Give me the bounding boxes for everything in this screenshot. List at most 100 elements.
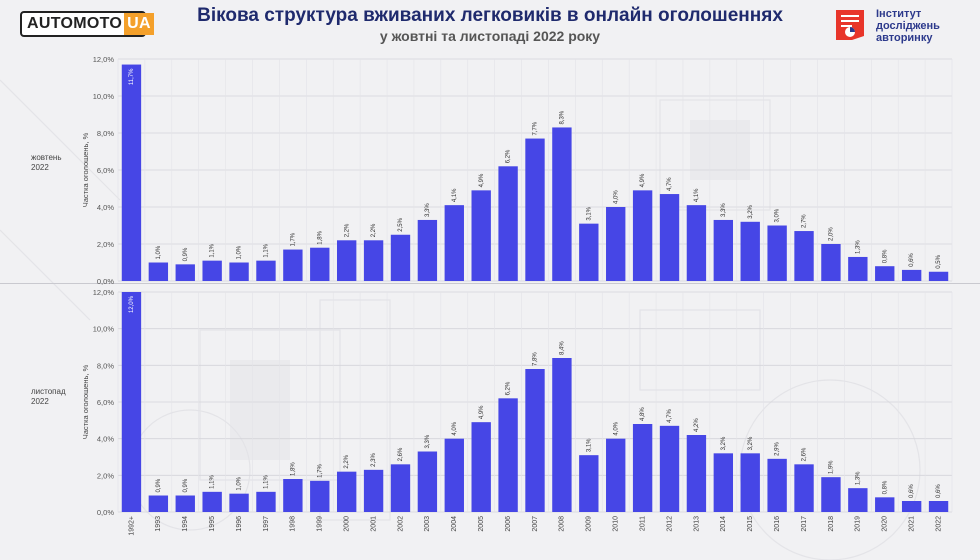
bar-value-label: 3,2% [721,436,727,450]
bar-value-label: 1,0% [237,245,243,259]
automoto-logo: AUTOMOTO UA [20,11,154,37]
x-tick-label: 2014 [720,516,727,532]
y-tick-label: 6,0% [97,398,114,407]
bar [256,491,276,512]
x-tick-label: 2012 [666,516,673,532]
bar-value-label: 1,7% [317,463,323,477]
bar [148,495,169,512]
bar-value-label: 1,0% [156,245,162,259]
bar [121,292,142,512]
bar [794,464,814,512]
x-tick-label: 2010 [613,516,620,532]
bar [417,219,438,281]
bar [417,451,438,512]
bar [498,398,518,512]
bar-value-label: 0,8% [882,249,888,263]
bar [606,438,626,512]
bar [794,231,814,281]
bar-value-label: 4,0% [613,421,619,435]
bar-value-label: 0,5% [936,254,942,268]
bar-value-label: 3,1% [586,438,592,452]
y-tick-label: 10,0% [93,92,115,101]
bar [525,138,545,281]
bar [875,266,895,281]
bar [471,190,491,281]
bar [686,205,707,281]
bar [471,422,491,512]
x-tick-label: 2021 [908,516,915,532]
bar [928,271,949,281]
bar [632,424,653,512]
y-axis-label: Частка оголошень, % [81,132,90,207]
institute-line-1: Інститут [876,8,922,20]
bar-value-label: 8,4% [559,341,565,355]
panel-label: 2022 [31,163,49,172]
bar-value-label: 0,9% [183,478,189,492]
y-axis-label: Частка оголошень, % [81,364,90,439]
bar [659,425,680,512]
bar-value-label: 1,3% [855,471,861,485]
chart-panel-1: 0,0% 2,0% 4,0% 6,0% 8,0% 10,0% 12,0% Частка ого… [31,55,953,286]
bar-value-label: 11,7% [129,68,135,85]
bar [875,497,895,512]
bar-value-label: 12,0% [129,295,135,313]
bar-value-label: 3,3% [425,203,431,217]
x-tick-label: 2019 [855,516,862,532]
bar-value-label: 2,2% [344,454,350,468]
bar-value-label: 2,6% [802,447,808,461]
x-tick-label: 2003 [424,516,431,532]
institute-name: Інститут досліджень авторинку [876,8,940,44]
bar-value-label: 1,3% [855,240,861,254]
x-tick-label: 2007 [532,516,539,532]
bar-value-label: 7,7% [533,121,539,135]
x-tick-label: 2005 [478,516,485,532]
bar [121,64,142,281]
bar-value-label: 0,6% [909,253,915,267]
institute-line-3: авторинку [876,32,933,44]
y-tick-label: 0,0% [97,508,114,517]
bar [579,455,599,512]
y-tick-label: 4,0% [97,435,114,444]
x-tick-label: 1993 [155,516,162,532]
bar-value-label: 1,8% [317,230,323,244]
x-tick-label: 2020 [882,516,889,532]
institute-logo: Інститут досліджень авторинку [832,6,972,46]
y-tick-label: 2,0% [97,471,114,480]
x-tick-label: 1997 [263,516,270,532]
y-tick-label: 0,0% [97,277,114,286]
bar [821,477,841,512]
panel-label: 2022 [31,397,49,406]
bar-value-label: 1,0% [237,476,243,490]
bar-value-label: 3,3% [425,434,431,448]
panel-divider [0,283,980,284]
bar-value-label: 7,8% [533,352,539,366]
x-tick-label: 1995 [209,516,216,532]
bar [713,453,734,512]
bar [202,260,222,281]
x-tick-label: 2016 [774,516,781,532]
bar [283,479,303,512]
bar-value-label: 2,0% [829,227,835,241]
x-tick-label: 2000 [344,516,351,532]
bar-value-label: 3,2% [748,436,754,450]
bar-value-label: 1,8% [290,462,296,476]
bar-value-label: 0,6% [909,484,915,498]
x-tick-label: 1998 [290,516,297,532]
bar-value-label: 4,7% [667,177,673,191]
bar [390,464,411,512]
bar-value-label: 4,9% [640,173,646,187]
bar-value-label: 0,8% [882,480,888,494]
bar-value-label: 4,0% [613,190,619,204]
bar-value-label: 6,2% [506,149,512,163]
x-tick-label: 2022 [935,516,942,532]
bar [848,256,868,281]
bar-value-label: 4,9% [479,173,485,187]
chart-title: Вікова структура вживаних легковиків в о… [197,5,783,26]
y-tick-label: 6,0% [97,166,114,175]
bar-value-label: 2,6% [398,447,404,461]
bar [579,223,599,281]
bar-value-label: 6,2% [506,381,512,395]
bar [363,240,384,281]
bar-value-label: 4,9% [479,405,485,419]
x-tick-label: 1996 [236,516,243,532]
